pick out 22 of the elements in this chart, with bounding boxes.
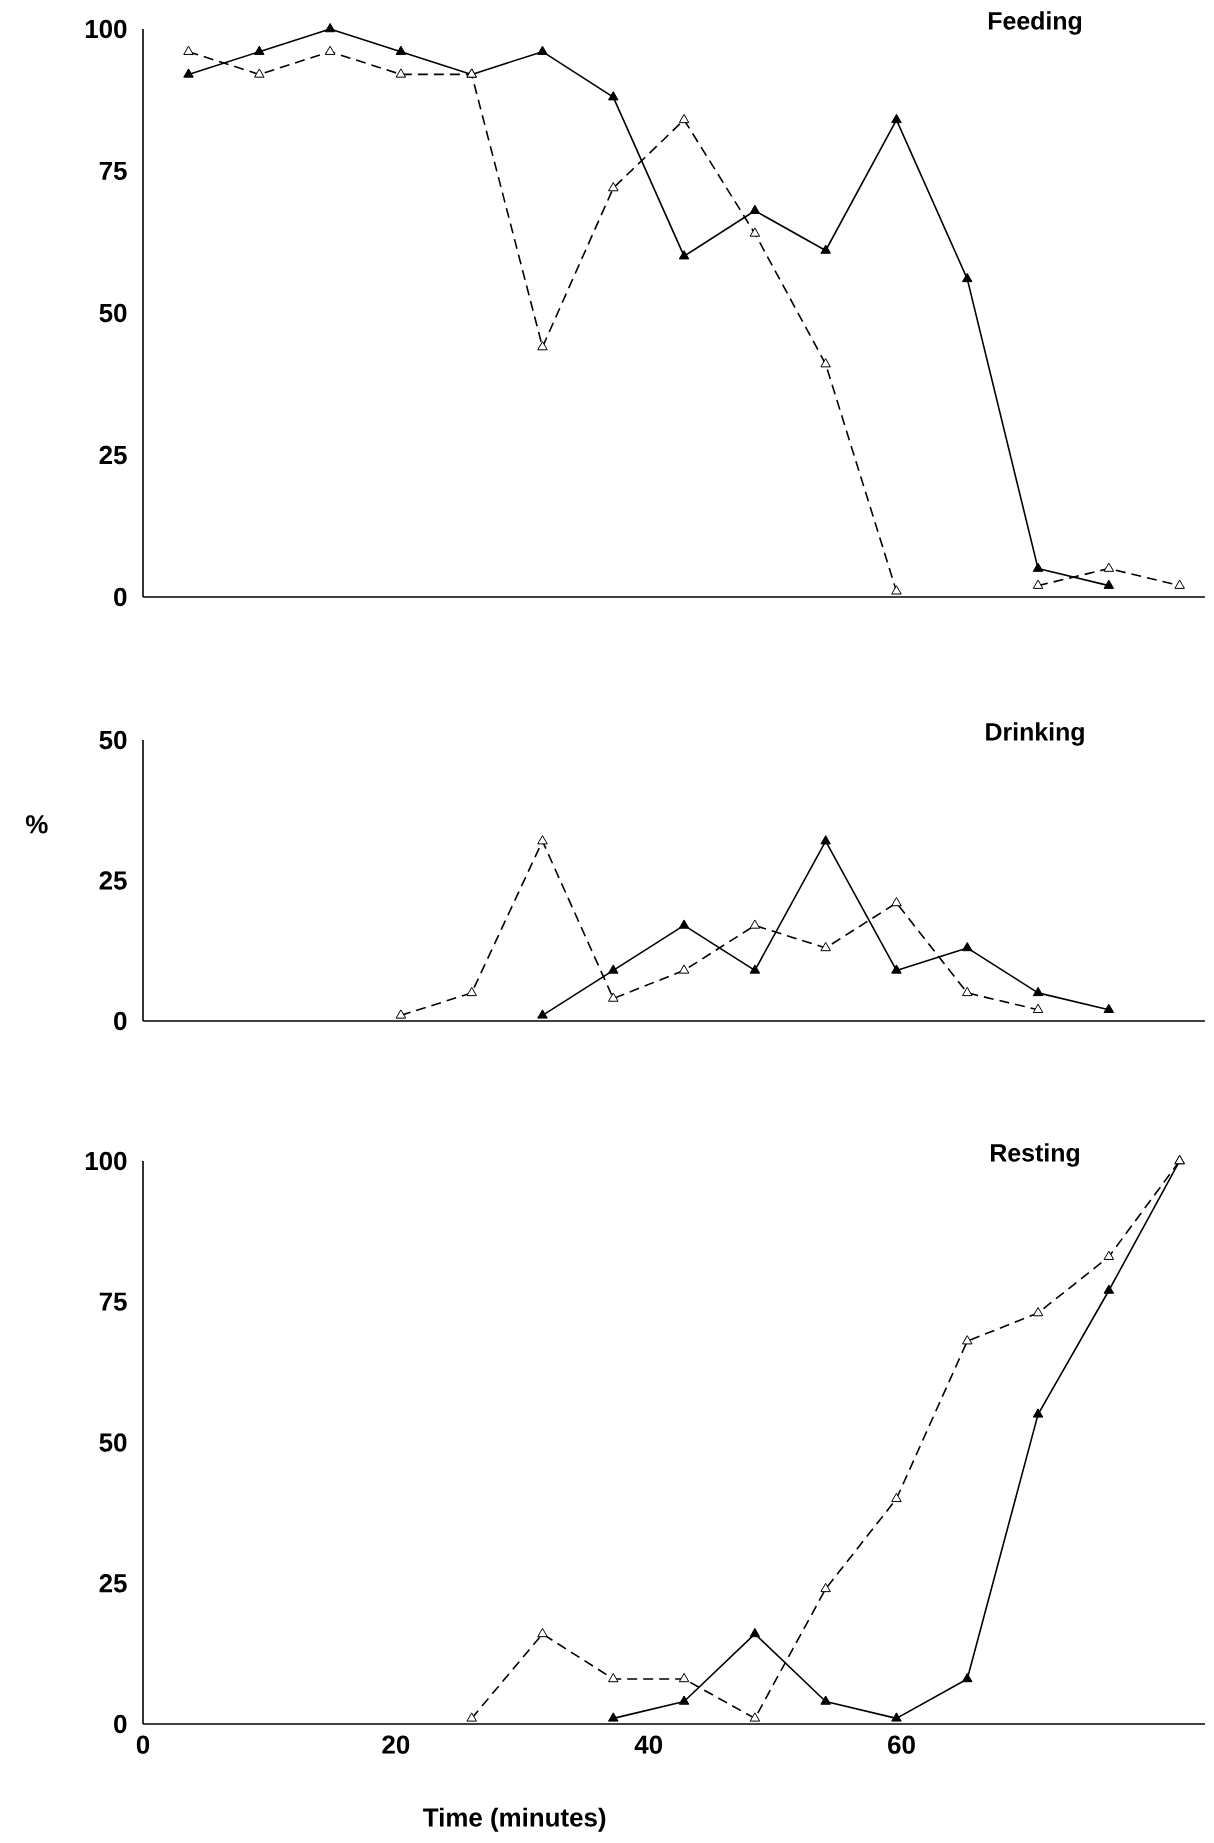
y-tick-label: 25 [99,1574,127,1593]
y-tick-label: 75 [99,1292,127,1311]
x-axis-title: Time (minutes) [423,1807,606,1832]
y-tick-label: 0 [114,587,127,607]
y-tick-label: 50 [99,730,127,750]
chart-title: Resting [991,1143,1080,1167]
x-tick-label: 60 [888,1735,915,1754]
y-tick-label: 0 [114,1714,127,1734]
y-tick-label: 100 [85,19,127,39]
y-axis-title: % [25,815,48,834]
y-tick-label: 50 [99,303,127,323]
x-tick-label: 0 [136,1735,150,1754]
y-tick-label: 50 [99,1433,127,1452]
y-tick-label: 0 [114,1011,127,1031]
chart-title: Feeding [988,11,1082,35]
x-tick-label: 20 [382,1735,410,1754]
x-tick-label: 40 [634,1735,663,1754]
y-tick-label: 25 [99,871,127,890]
chart-title: Drinking [986,722,1084,746]
y-tick-label: 25 [99,445,127,465]
y-tick-label: 75 [99,161,127,181]
y-tick-label: 100 [85,1151,127,1171]
